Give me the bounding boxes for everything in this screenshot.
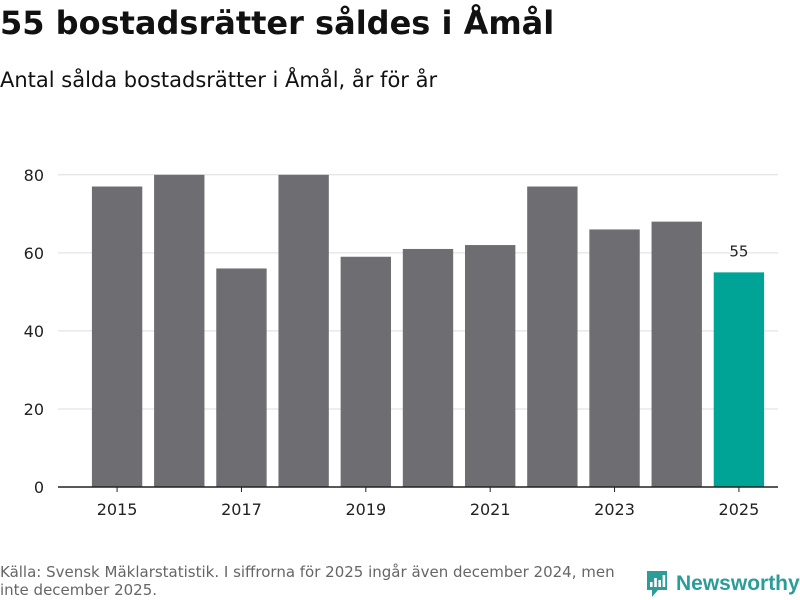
bar-chart: 0 20 40 60 80 2015 2017 2019 2021 2023 2025 55 — [24, 166, 778, 519]
bar-2015 — [91, 186, 143, 487]
y-tick-label-0: 0 — [34, 478, 44, 497]
bar-2025 — [713, 272, 765, 487]
bar-2023 — [589, 229, 640, 487]
y-axis: 0 20 40 60 80 — [24, 166, 44, 497]
brand-logo: Newsworthy — [645, 568, 800, 600]
bar-2022 — [527, 186, 578, 487]
chart-title: 55 bostadsrätter såldes i Åmål — [0, 4, 555, 42]
data-label-2025: 55 — [729, 242, 748, 260]
data-labels: 55 — [729, 242, 748, 260]
x-tick-label-2021: 2021 — [470, 500, 511, 519]
y-tick-label-60: 60 — [24, 244, 44, 263]
newsworthy-logo-icon — [647, 571, 667, 597]
y-tick-label-40: 40 — [24, 322, 44, 341]
bar-2017 — [216, 268, 267, 487]
brand-name: Newsworthy — [676, 572, 800, 595]
bar-2019 — [340, 256, 392, 487]
bar-2021 — [464, 245, 516, 487]
x-axis: 2015 2017 2019 2021 2023 2025 — [58, 486, 778, 519]
y-tick-label-20: 20 — [24, 400, 44, 419]
bar-2024 — [651, 221, 702, 487]
y-tick-label-80: 80 — [24, 166, 44, 185]
x-tick-label-2025: 2025 — [719, 500, 760, 519]
x-tick-label-2015: 2015 — [97, 500, 138, 519]
x-tick-label-2017: 2017 — [221, 500, 262, 519]
bar-2018 — [278, 174, 329, 487]
bar-2020 — [402, 248, 454, 487]
x-tick-label-2023: 2023 — [594, 500, 635, 519]
bar-2016 — [154, 174, 205, 487]
bars — [91, 174, 765, 487]
chart-subtitle: Antal sålda bostadsrätter i Åmål, år för… — [0, 68, 438, 92]
source-note: Källa: Svensk Mäklarstatistik. I siffror… — [0, 563, 615, 599]
x-tick-label-2019: 2019 — [345, 500, 386, 519]
